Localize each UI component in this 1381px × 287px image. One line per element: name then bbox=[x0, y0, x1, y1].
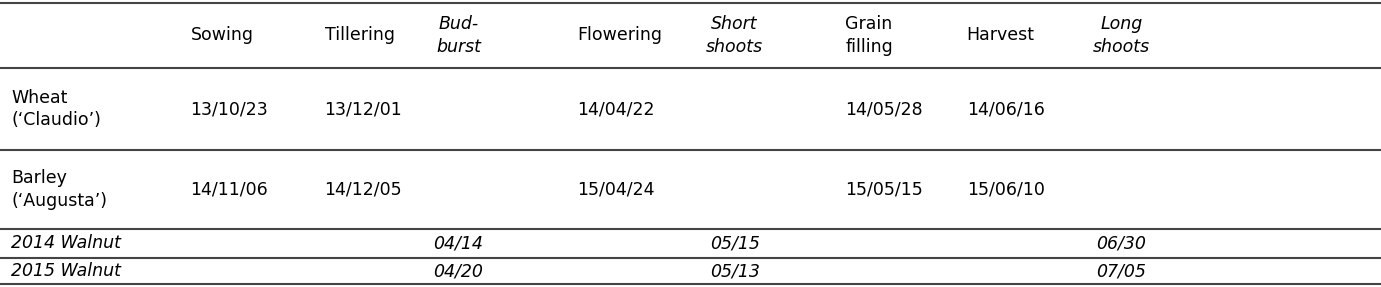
Text: Harvest: Harvest bbox=[967, 26, 1034, 44]
Text: 14/04/22: 14/04/22 bbox=[577, 100, 655, 118]
Text: 2015 Walnut: 2015 Walnut bbox=[11, 262, 122, 280]
Text: Tillering: Tillering bbox=[325, 26, 395, 44]
Text: 14/12/05: 14/12/05 bbox=[325, 181, 402, 199]
Text: 2014 Walnut: 2014 Walnut bbox=[11, 234, 122, 253]
Text: Barley
(‘Augusta’): Barley (‘Augusta’) bbox=[11, 169, 108, 210]
Text: 15/04/24: 15/04/24 bbox=[577, 181, 655, 199]
Text: Bud-
burst: Bud- burst bbox=[436, 15, 481, 56]
Text: Sowing: Sowing bbox=[191, 26, 254, 44]
Text: Short
shoots: Short shoots bbox=[706, 15, 764, 56]
Text: Grain
filling: Grain filling bbox=[845, 15, 894, 56]
Text: Wheat
(‘Claudio’): Wheat (‘Claudio’) bbox=[11, 89, 101, 129]
Text: 06/30: 06/30 bbox=[1097, 234, 1146, 253]
Text: 13/12/01: 13/12/01 bbox=[325, 100, 402, 118]
Text: Flowering: Flowering bbox=[577, 26, 663, 44]
Text: 14/11/06: 14/11/06 bbox=[191, 181, 268, 199]
Text: 04/20: 04/20 bbox=[434, 262, 483, 280]
Text: 05/15: 05/15 bbox=[710, 234, 760, 253]
Text: 07/05: 07/05 bbox=[1097, 262, 1146, 280]
Text: 14/05/28: 14/05/28 bbox=[845, 100, 923, 118]
Text: 14/06/16: 14/06/16 bbox=[967, 100, 1044, 118]
Text: 13/10/23: 13/10/23 bbox=[191, 100, 268, 118]
Text: 15/05/15: 15/05/15 bbox=[845, 181, 923, 199]
Text: 15/06/10: 15/06/10 bbox=[967, 181, 1044, 199]
Text: 05/13: 05/13 bbox=[710, 262, 760, 280]
Text: Long
shoots: Long shoots bbox=[1092, 15, 1150, 56]
Text: 04/14: 04/14 bbox=[434, 234, 483, 253]
